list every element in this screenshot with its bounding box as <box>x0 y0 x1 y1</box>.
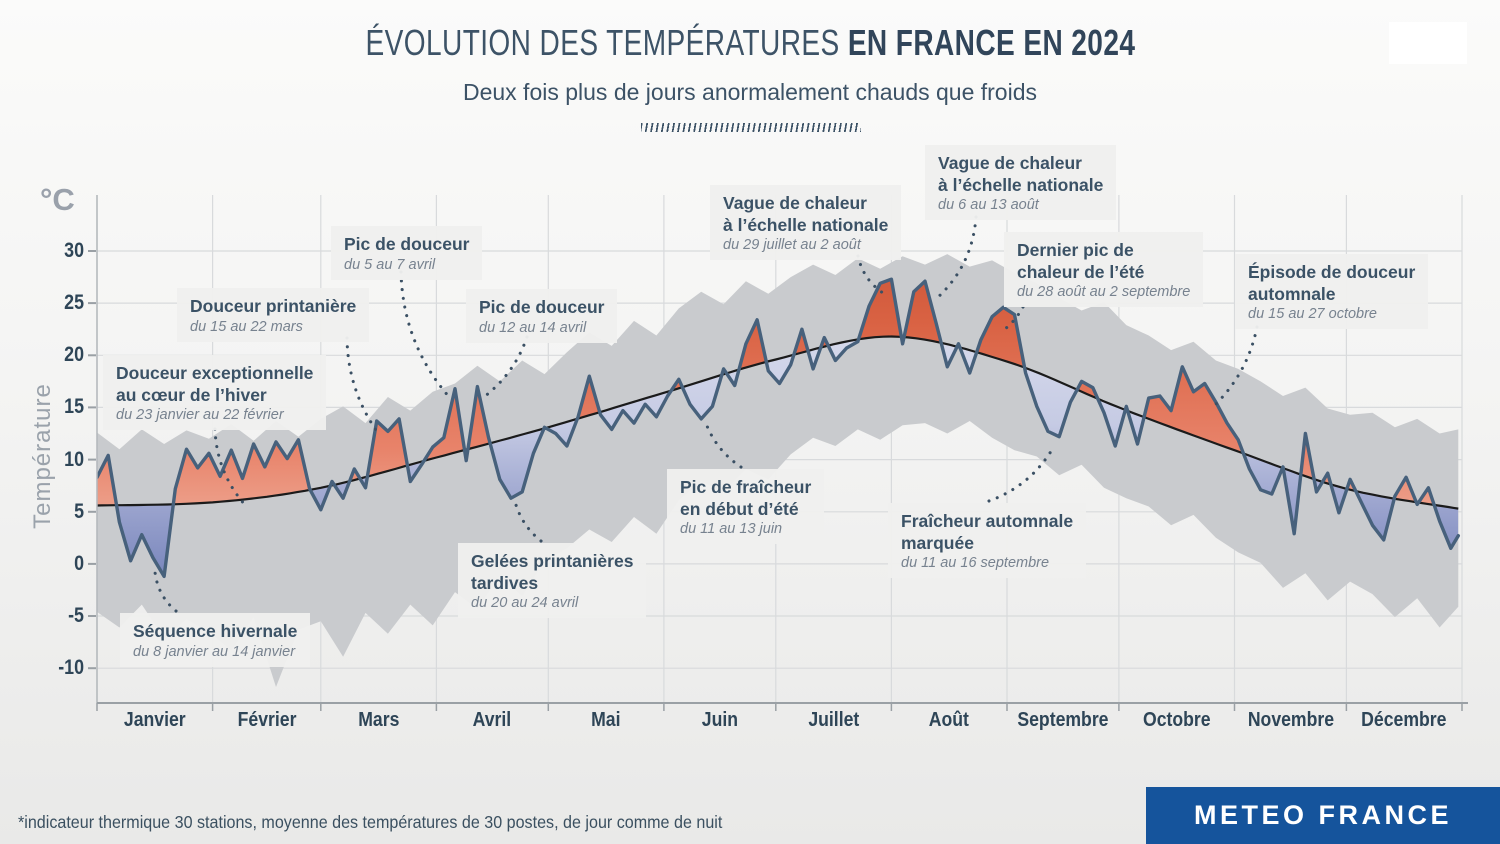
annotation-title: Fraîcheur automnale marquée <box>901 511 1074 553</box>
y-tick-label: 20 <box>64 343 84 367</box>
annotation-title: Vague de chaleur à l’échelle nationale <box>938 153 1104 195</box>
leader-line <box>1214 325 1259 406</box>
y-axis-unit-label: °C <box>40 182 75 217</box>
x-month-label: Mai <box>591 708 621 731</box>
title-regular-part: ÉVOLUTION DES TEMPÉRATURES <box>365 22 848 63</box>
annotation-date: du 20 au 24 avril <box>471 595 579 612</box>
annotation-date: du 8 janvier au 14 janvier <box>133 643 296 660</box>
annotation-callout: Pic de fraîcheur en début d’été du 11 au … <box>667 469 825 545</box>
y-tick-label: 5 <box>74 499 84 523</box>
french-republic-flag-logo <box>1389 22 1467 64</box>
record-band <box>97 254 1459 687</box>
annotation-callout: Douceur exceptionnelle au cœur de l’hive… <box>103 355 327 431</box>
page-subtitle: Deux fois plus de jours anormalement cha… <box>462 79 1038 105</box>
leader-line <box>213 427 248 508</box>
leader-lines <box>153 215 1259 613</box>
title-bold-part: EN FRANCE EN 2024 <box>847 22 1135 63</box>
annotation-callout: Vague de chaleur à l’échelle nationale du… <box>925 145 1117 221</box>
meteo-france-logo-text: METEO FRANCE <box>1194 800 1452 830</box>
y-tick-label: 25 <box>64 291 84 315</box>
annotation-date: du 5 au 7 avril <box>344 256 436 273</box>
y-tick-label: 30 <box>64 239 84 262</box>
annotation-date: du 29 juillet au 2 août <box>723 237 861 254</box>
annotation-date: du 15 au 22 mars <box>190 318 303 335</box>
annotation-callout: Dernier pic de chaleur de l’été du 28 aoû… <box>1004 232 1204 308</box>
annotation-date: du 23 janvier au 22 février <box>116 407 284 424</box>
footnote: *indicateur thermique 30 stations, moyen… <box>18 812 723 832</box>
x-month-label: Décembre <box>1361 708 1447 731</box>
leader-line <box>705 424 743 469</box>
y-tick-label: -10 <box>58 656 84 680</box>
x-month-label: Février <box>237 708 297 731</box>
annotation-callout: Fraîcheur automnale marquée du 11 au 16 s… <box>888 503 1087 579</box>
annotation-date: du 12 au 14 avril <box>479 319 587 336</box>
leader-line <box>1003 305 1025 331</box>
leader-line <box>399 270 452 400</box>
axes <box>88 195 1468 711</box>
annotation-callout: Pic de douceur du 12 au 14 avril <box>466 289 618 343</box>
annotation-title: Douceur exceptionnelle au cœur de l’hive… <box>116 363 314 405</box>
x-month-label: Avril <box>473 708 512 731</box>
x-month-label: Août <box>929 708 970 731</box>
daily-temperature-line <box>97 277 1461 579</box>
annotation-date: du 28 août au 2 septembre <box>1017 284 1191 301</box>
annotation-title: Douceur printanière <box>190 296 357 316</box>
annotation-callout: Séquence hivernale du 8 janvier au 14 jan… <box>120 613 311 667</box>
y-tick-label: -5 <box>68 604 84 628</box>
annotation-callout: Vague de chaleur à l’échelle nationale du… <box>710 185 902 261</box>
annotation-callout: Douceur printanière du 15 au 22 mars <box>177 288 370 342</box>
leader-line <box>345 336 378 432</box>
x-month-label: Septembre <box>1017 708 1109 731</box>
annotation-title: Pic de douceur <box>344 234 470 254</box>
leader-line <box>934 215 978 301</box>
annotation-title: Vague de chaleur à l’échelle nationale <box>723 193 889 235</box>
annotation-title: Dernier pic de chaleur de l’été <box>1017 240 1145 282</box>
annotation-callout: Pic de douceur du 5 au 7 avril <box>331 226 483 280</box>
normal-temperature-line <box>97 335 1459 510</box>
y-tick-label: 0 <box>74 551 84 575</box>
annotation-callout: Gelées printanières tardives du 20 au 24 … <box>458 543 647 619</box>
annotation-date: du 11 au 13 juin <box>680 521 783 538</box>
leader-line <box>987 446 1055 503</box>
annotation-title: Séquence hivernale <box>133 621 298 641</box>
annotation-date: du 15 au 27 octobre <box>1248 306 1377 323</box>
x-month-label: Octobre <box>1142 708 1211 731</box>
x-month-label: Juillet <box>808 708 860 731</box>
annotation-title: Pic de douceur <box>479 297 605 317</box>
annotation-date: du 11 au 16 septembre <box>901 555 1050 572</box>
annotation-title: Pic de fraîcheur en début d’été <box>680 477 812 519</box>
meteo-france-logo: METEO FRANCE <box>1146 787 1500 844</box>
page-title: ÉVOLUTION DES TEMPÉRATURES EN FRANCE EN … <box>0 22 1500 64</box>
x-month-label: Janvier <box>123 708 186 731</box>
annotation-callout: Épisode de douceur automnale du 15 au 27 … <box>1235 254 1429 330</box>
annotation-title: Gelées printanières tardives <box>471 551 634 593</box>
x-month-label: Juin <box>701 708 738 731</box>
y-tick-label: 10 <box>64 447 84 471</box>
x-month-label: Mars <box>357 708 400 731</box>
y-tick-label: 15 <box>64 395 84 419</box>
annotation-title: Épisode de douceur automnale <box>1248 262 1416 304</box>
hatch-divider <box>641 123 861 132</box>
x-month-label: Novembre <box>1247 708 1334 731</box>
annotation-date: du 6 au 13 août <box>938 197 1039 214</box>
